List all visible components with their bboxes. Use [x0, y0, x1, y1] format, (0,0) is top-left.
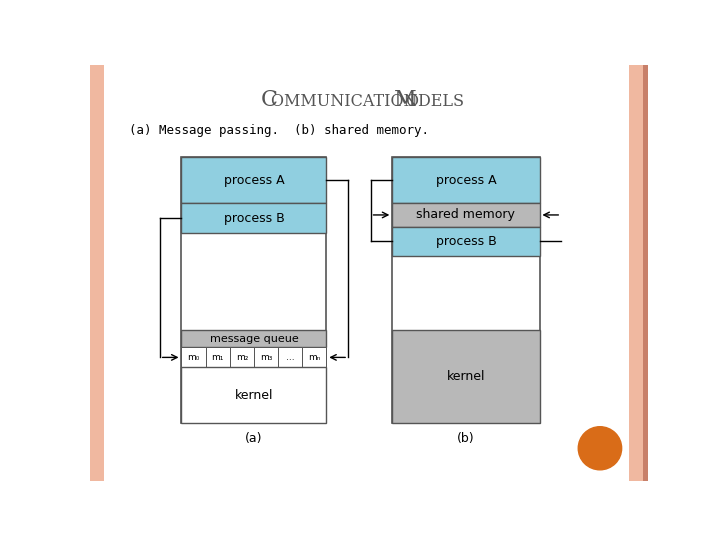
- Bar: [181, 367, 326, 423]
- Text: process B: process B: [436, 234, 496, 248]
- Bar: [392, 226, 539, 256]
- Text: process A: process A: [224, 174, 284, 187]
- Bar: [644, 65, 648, 481]
- Text: ...: ...: [286, 353, 294, 362]
- Text: shared memory: shared memory: [416, 208, 516, 221]
- Bar: [230, 347, 254, 367]
- Bar: [392, 204, 539, 226]
- Text: C: C: [261, 89, 277, 111]
- Bar: [206, 347, 230, 367]
- Bar: [392, 330, 539, 423]
- Text: (b): (b): [457, 432, 474, 445]
- Text: ODELS: ODELS: [405, 93, 464, 110]
- Bar: [392, 157, 539, 423]
- Text: process A: process A: [436, 174, 496, 187]
- Text: kernel: kernel: [235, 389, 273, 402]
- Text: process B: process B: [223, 212, 284, 225]
- Bar: [181, 157, 326, 204]
- Bar: [278, 347, 302, 367]
- Bar: [90, 65, 104, 481]
- Text: mₙ: mₙ: [308, 353, 320, 362]
- Text: m₂: m₂: [235, 353, 248, 362]
- Text: (a) Message passing.  (b) shared memory.: (a) Message passing. (b) shared memory.: [129, 124, 428, 137]
- Bar: [181, 347, 206, 367]
- Bar: [181, 204, 326, 233]
- Text: (a): (a): [246, 432, 263, 445]
- Text: OMMUNICATION: OMMUNICATION: [271, 93, 423, 110]
- Circle shape: [578, 427, 621, 470]
- Text: message queue: message queue: [210, 334, 298, 344]
- Bar: [302, 347, 326, 367]
- Text: M: M: [394, 89, 417, 111]
- Text: m₁: m₁: [212, 353, 224, 362]
- Text: kernel: kernel: [446, 370, 485, 383]
- Bar: [181, 330, 326, 347]
- Bar: [181, 157, 326, 423]
- Text: m₃: m₃: [260, 353, 272, 362]
- Bar: [629, 65, 648, 481]
- Bar: [254, 347, 278, 367]
- Bar: [392, 157, 539, 204]
- Text: m₀: m₀: [187, 353, 199, 362]
